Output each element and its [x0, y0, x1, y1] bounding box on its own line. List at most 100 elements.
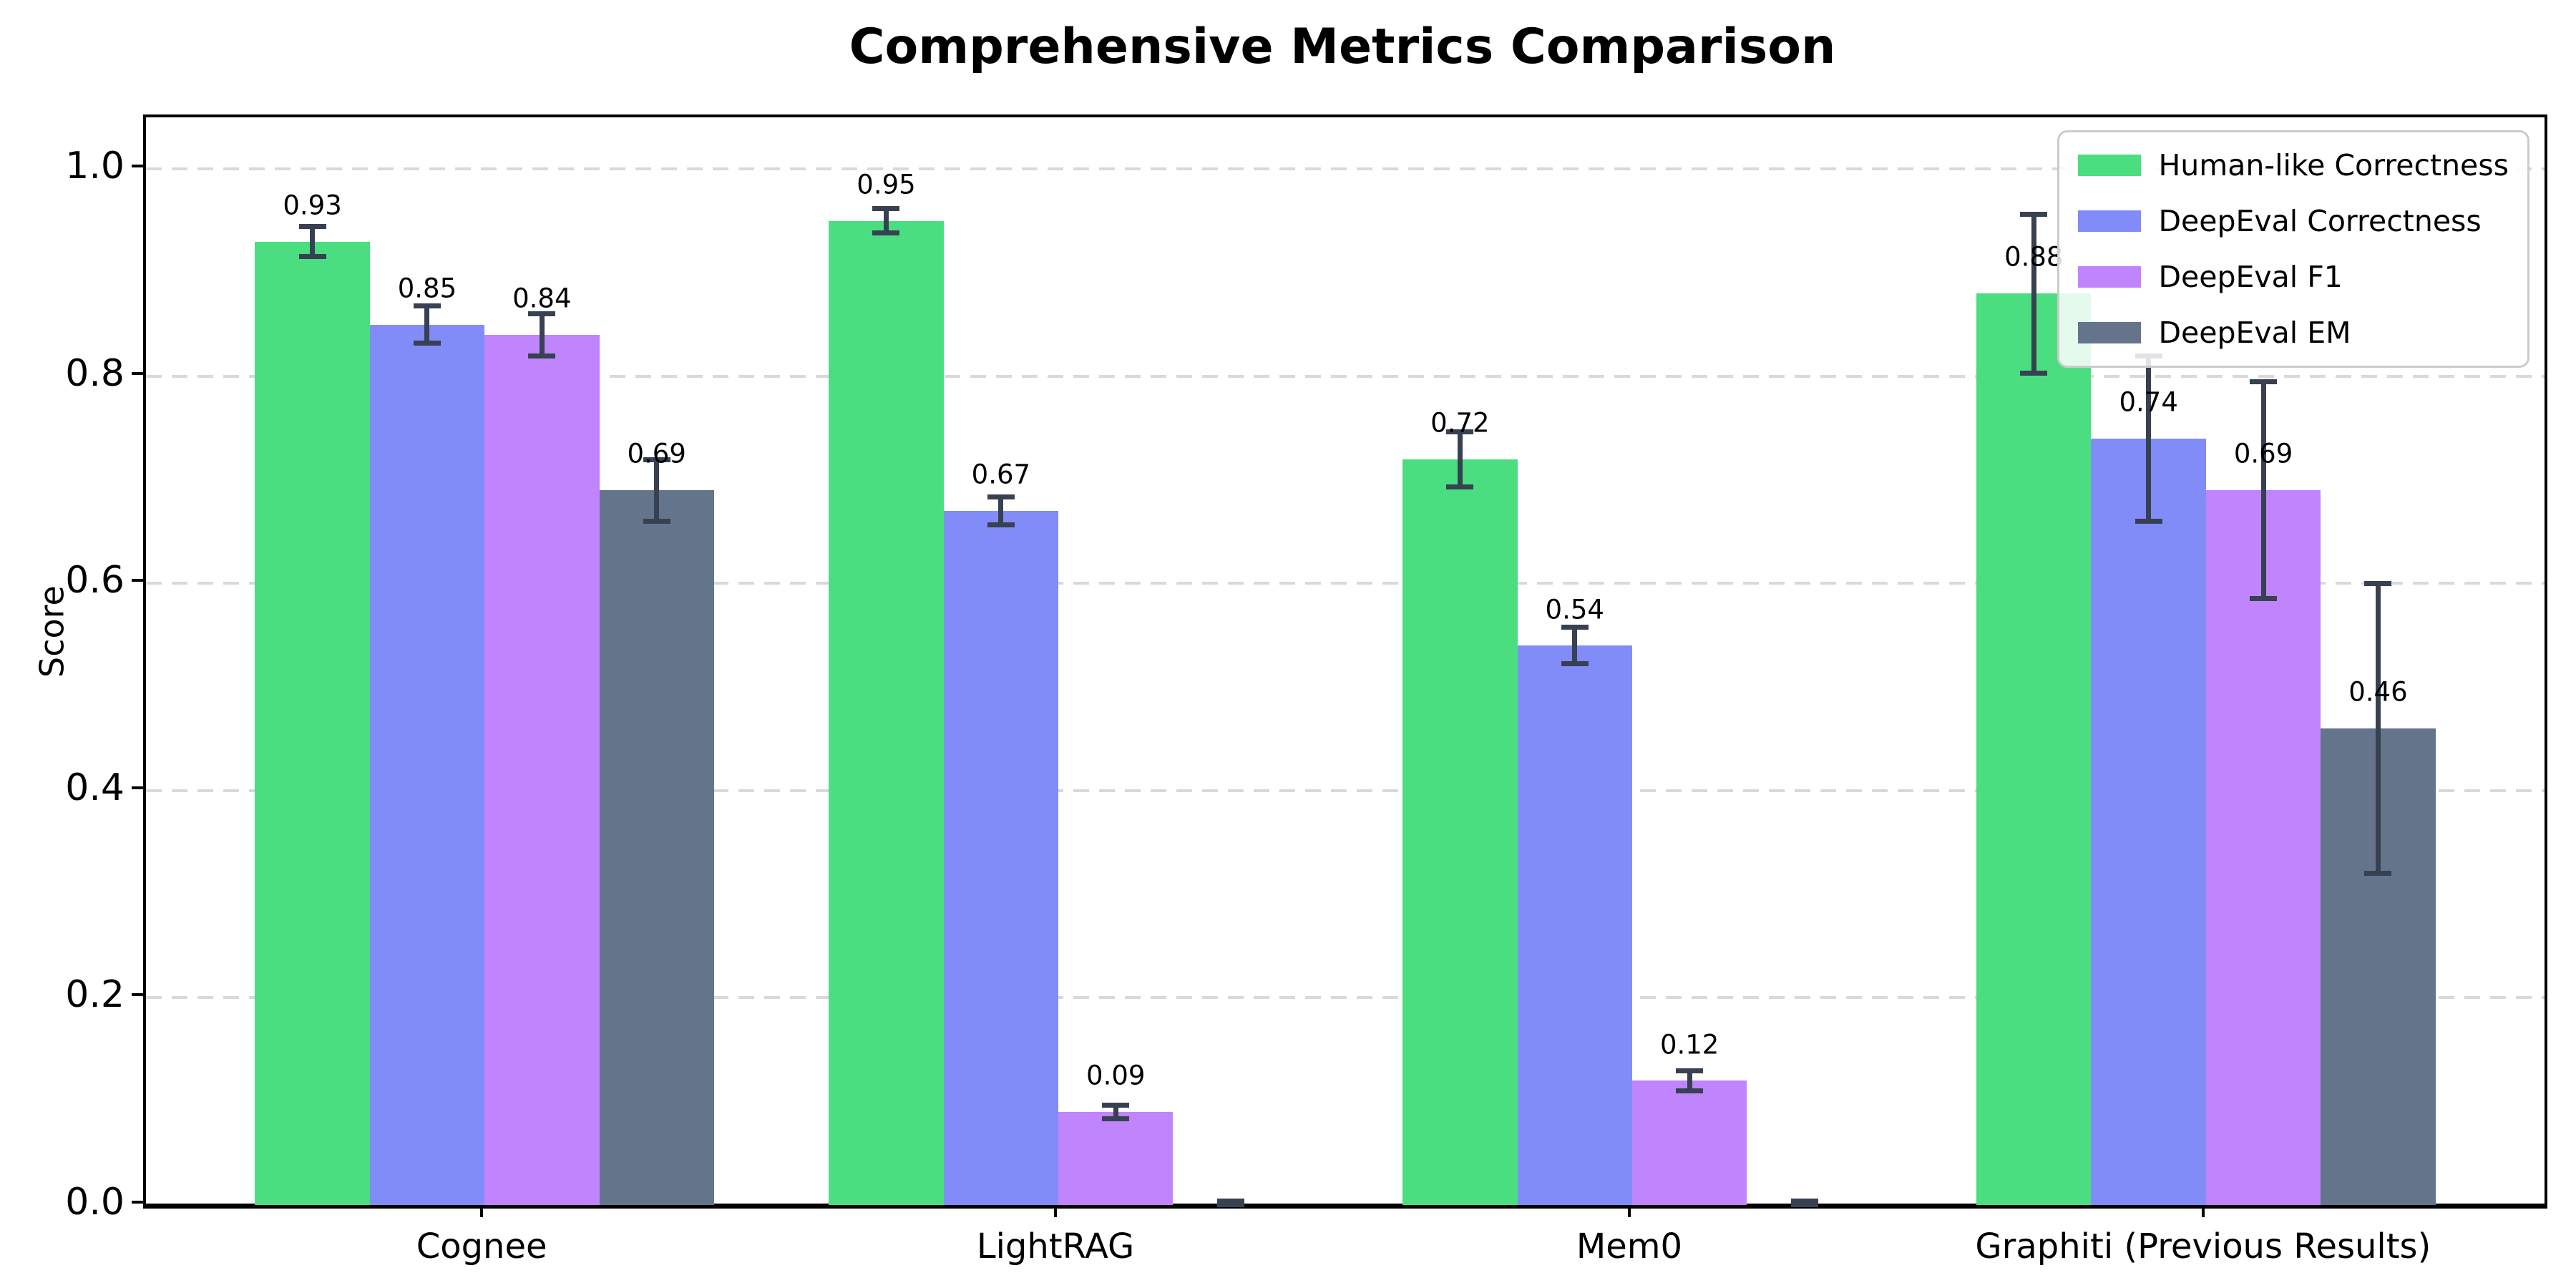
x-tick-label: Mem0 — [1576, 1226, 1683, 1267]
legend-item: DeepEval Correctness — [2078, 204, 2509, 238]
bar-value-label: 0.54 — [1545, 594, 1604, 625]
error-bar-line — [1687, 1070, 1692, 1091]
legend-label: DeepEval EM — [2158, 316, 2351, 350]
x-tick-label: Cognee — [416, 1226, 547, 1267]
error-bar-cap-top — [1790, 1199, 1818, 1204]
x-axis-line — [143, 1204, 2547, 1209]
legend-item: Human-like Correctness — [2078, 148, 2509, 182]
gridline — [146, 789, 2545, 792]
x-tick-label: LightRAG — [976, 1226, 1135, 1267]
gridline — [146, 582, 2545, 585]
error-bar-cap-top — [2250, 379, 2278, 385]
bar — [2205, 490, 2321, 1205]
bar — [369, 324, 485, 1205]
error-bar-cap-bottom — [528, 353, 556, 359]
bar — [2091, 438, 2206, 1205]
bar — [1631, 1080, 1747, 1205]
error-bar-cap-top — [1676, 1068, 1704, 1073]
error-bar-line — [1572, 627, 1578, 665]
x-tick-mark — [2201, 1205, 2205, 1217]
error-bar-cap-top — [1561, 625, 1589, 630]
error-bar-cap-top — [987, 494, 1015, 499]
error-bar-cap-top — [872, 206, 900, 212]
error-bar-line — [310, 226, 316, 258]
error-bar-line — [998, 496, 1004, 526]
bar — [829, 220, 944, 1205]
y-tick-mark — [132, 579, 143, 582]
gridline — [146, 374, 2545, 378]
bar-value-label: 0.69 — [627, 438, 686, 469]
bar-value-label: 0.93 — [283, 190, 342, 221]
y-tick-label: 0.0 — [65, 1181, 125, 1224]
bar-value-label: 0.85 — [397, 273, 457, 304]
chart-title: Comprehensive Metrics Comparison — [849, 19, 1836, 75]
legend-swatch — [2078, 155, 2142, 176]
legend-label: Human-like Correctness — [2158, 148, 2509, 182]
bar-value-label: 0.88 — [2004, 241, 2064, 273]
legend-label: DeepEval Correctness — [2158, 204, 2482, 238]
legend-swatch — [2078, 322, 2142, 343]
error-bar-line — [424, 306, 430, 343]
y-tick-mark — [132, 993, 143, 997]
y-tick-label: 0.8 — [65, 351, 125, 395]
y-tick-mark — [132, 786, 143, 789]
error-bar-cap-bottom — [413, 340, 441, 346]
bar — [255, 241, 370, 1205]
error-bar-line — [2146, 355, 2152, 522]
error-bar-cap-top — [2020, 211, 2048, 217]
y-tick-mark — [132, 371, 143, 375]
error-bar-cap-top — [1102, 1102, 1130, 1108]
bar-value-label: 0.46 — [2348, 676, 2408, 708]
error-bar-cap-bottom — [1102, 1116, 1130, 1121]
bar-value-label: 0.72 — [1430, 407, 1490, 439]
error-bar-cap-bottom — [872, 230, 900, 236]
error-bar-cap-top — [2364, 581, 2392, 587]
error-bar-cap-bottom — [1446, 484, 1474, 489]
legend-swatch — [2078, 266, 2142, 288]
error-bar-cap-top — [528, 311, 556, 316]
x-tick-label: Graphiti (Previous Results) — [1975, 1226, 2431, 1267]
error-bar-line — [1113, 1104, 1118, 1119]
error-bar-cap-bottom — [1216, 1202, 1244, 1207]
error-bar-line — [2031, 213, 2036, 374]
bar-value-label: 0.09 — [1086, 1060, 1146, 1091]
y-tick-mark — [132, 165, 143, 168]
y-tick-label: 0.6 — [65, 559, 125, 602]
bar-value-label: 0.95 — [857, 169, 916, 200]
bar-value-label: 0.84 — [512, 283, 572, 314]
bar — [1402, 459, 1518, 1205]
bar-value-label: 0.67 — [971, 459, 1031, 490]
x-tick-mark — [1627, 1205, 1631, 1217]
legend-label: DeepEval F1 — [2158, 260, 2343, 294]
bar — [1976, 293, 2092, 1205]
bar-value-label: 0.69 — [2233, 438, 2293, 469]
error-bar-line — [2260, 381, 2266, 600]
error-bar-cap-bottom — [298, 254, 326, 260]
legend-item: DeepEval EM — [2078, 316, 2509, 350]
error-bar-cap-top — [298, 224, 326, 229]
bar-value-label: 0.74 — [2119, 386, 2178, 418]
error-bar-line — [539, 313, 545, 357]
legend-swatch — [2078, 210, 2142, 232]
error-bar-cap-top — [1216, 1199, 1244, 1204]
bar — [1517, 645, 1632, 1205]
legend-item: DeepEval F1 — [2078, 260, 2509, 294]
error-bar-cap-bottom — [987, 522, 1015, 528]
gridline — [146, 167, 2545, 171]
error-bar-cap-bottom — [2020, 370, 2048, 376]
bar — [1058, 1111, 1174, 1205]
legend: Human-like Correctness DeepEval Correctne… — [2057, 130, 2529, 368]
bar — [943, 511, 1059, 1205]
bar — [484, 335, 600, 1205]
y-tick-mark — [132, 1201, 143, 1204]
error-bar-line — [883, 208, 889, 234]
error-bar-cap-bottom — [2250, 596, 2278, 602]
y-tick-label: 0.4 — [65, 766, 125, 809]
error-bar-line — [654, 459, 660, 522]
error-bar-cap-bottom — [643, 518, 670, 524]
error-bar-cap-bottom — [2135, 518, 2162, 524]
error-bar-line — [1457, 431, 1463, 487]
bar — [599, 490, 714, 1205]
error-bar-cap-top — [1446, 429, 1474, 434]
error-bar-cap-bottom — [1790, 1202, 1818, 1207]
